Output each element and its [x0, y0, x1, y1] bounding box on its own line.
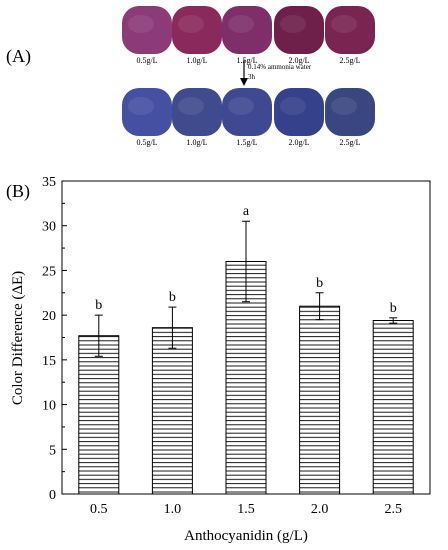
y-axis-label: Color Difference (ΔE) — [10, 271, 26, 405]
significance-letter: b — [169, 290, 176, 305]
sample-disc — [274, 88, 324, 136]
sample-label: 2.5g/L — [339, 56, 360, 65]
bars: b b a b b — [78, 204, 414, 495]
bar — [299, 305, 341, 495]
y-tick-label: 35 — [42, 175, 56, 190]
disc-highlight — [228, 15, 254, 33]
x-tick-label: 0.5 — [90, 502, 108, 517]
after-treatment-row: 0.5g/L 1.0g/L 1.5g/L 2.0g/L 2.5g/L — [122, 88, 375, 147]
disc-highlight — [128, 97, 154, 115]
x-tick-label: 2.0 — [311, 502, 329, 517]
treatment-arrow — [240, 60, 248, 86]
sample-label: 2.0g/L — [288, 56, 309, 65]
disc-highlight — [228, 97, 254, 115]
disc-highlight — [178, 15, 204, 33]
sample-label: 2.0g/L — [288, 138, 309, 147]
treatment-label-line2: 3h — [248, 73, 256, 81]
significance-letter: b — [316, 276, 323, 291]
y-tick-label: 0 — [49, 488, 56, 503]
significance-letter: a — [243, 204, 250, 219]
bar-chart: 0 5 10 15 20 25 30 35 0.5 1.0 1.5 2.0 2.5 b b a b b Ant… — [10, 175, 431, 544]
bar — [151, 327, 193, 495]
sample-disc — [172, 88, 222, 136]
sample-disc — [172, 6, 222, 54]
sample-label: 1.0g/L — [186, 56, 207, 65]
x-tick-label: 1.5 — [237, 502, 255, 517]
disc-highlight — [331, 15, 357, 33]
bar — [78, 335, 120, 495]
treatment-label-line1: 0.14% ammonia water — [248, 63, 312, 71]
sample-disc — [222, 6, 272, 54]
sample-label: 1.5g/L — [236, 56, 257, 65]
sample-disc — [222, 88, 272, 136]
y-tick-label: 20 — [42, 309, 56, 324]
before-treatment-row: 0.5g/L 1.0g/L 1.5g/L 2.0g/L 2.5g/L — [122, 6, 375, 65]
sample-label: 0.5g/L — [136, 56, 157, 65]
sample-label: 2.5g/L — [339, 138, 360, 147]
sample-disc — [122, 6, 172, 54]
y-axis: 0 5 10 15 20 25 30 35 — [42, 175, 67, 503]
significance-letter: b — [95, 298, 102, 313]
y-tick-label: 10 — [42, 399, 56, 414]
sample-disc — [325, 88, 375, 136]
y-tick-label: 25 — [42, 264, 56, 279]
sample-label: 1.0g/L — [186, 138, 207, 147]
y-tick-label: 5 — [49, 443, 56, 458]
y-tick-label: 15 — [42, 354, 56, 369]
panel-b-label: (B) — [6, 181, 30, 202]
sample-label: 1.5g/L — [236, 138, 257, 147]
disc-highlight — [178, 97, 204, 115]
disc-highlight — [128, 15, 154, 33]
sample-label: 0.5g/L — [136, 138, 157, 147]
x-tick-label: 2.5 — [384, 502, 402, 517]
significance-letter: b — [390, 301, 397, 316]
x-tick-label: 1.0 — [164, 502, 182, 517]
disc-highlight — [280, 15, 306, 33]
sample-disc — [122, 88, 172, 136]
y-tick-label: 30 — [42, 220, 56, 235]
disc-highlight — [280, 97, 306, 115]
sample-disc — [325, 6, 375, 54]
panel-a-label: (A) — [6, 46, 31, 67]
bar — [372, 320, 414, 495]
sample-disc — [274, 6, 324, 54]
x-axis-label: Anthocyanidin (g/L) — [184, 528, 308, 544]
disc-highlight — [331, 97, 357, 115]
